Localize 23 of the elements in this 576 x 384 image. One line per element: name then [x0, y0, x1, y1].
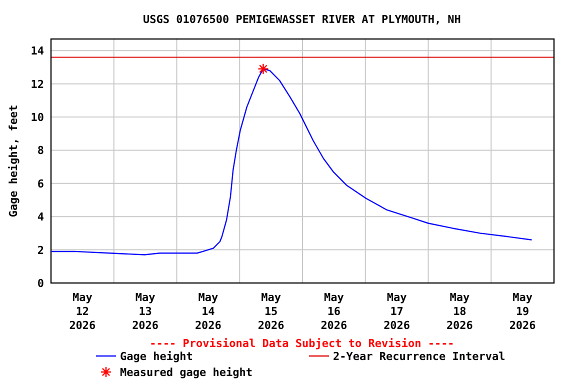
legend-label: 2-Year Recurrence Interval [333, 350, 506, 363]
x-tick-label: May 15 2026 [258, 291, 285, 332]
y-tick-label: 0 [37, 277, 44, 290]
x-tick-label: May 13 2026 [132, 291, 159, 332]
x-tick-label: May 14 2026 [194, 291, 222, 332]
y-tick-label: 10 [30, 111, 44, 124]
x-tick-label: May 18 2026 [446, 291, 474, 332]
x-tick-label: May 16 2026 [320, 291, 348, 332]
y-tick-label: 14 [30, 44, 44, 58]
x-tick-label: May 17 2026 [384, 291, 410, 332]
x-tick-label: May 19 2026 [509, 291, 536, 332]
legend-label: Gage height [120, 350, 193, 363]
text: ---- Provisional Data Subject to Revision ---- [150, 337, 454, 350]
line-series [50, 68, 532, 256]
y-tick-label: 4 [37, 210, 44, 224]
y-tick-label: 6 [37, 177, 44, 190]
x-tick-label: May 12 2026 [69, 291, 96, 332]
legend-label: Measured gage height [120, 366, 252, 379]
y-tick-label: 2 [37, 244, 44, 257]
y-tick-label: 12 [30, 78, 44, 91]
chart-title: USGS 01076500 PEMIGEWASSET RIVER AT PLYMOUTH, NH [143, 13, 461, 26]
y-tick-label: 8 [37, 144, 44, 158]
y-axis-title: Gage height, feet [7, 104, 20, 218]
